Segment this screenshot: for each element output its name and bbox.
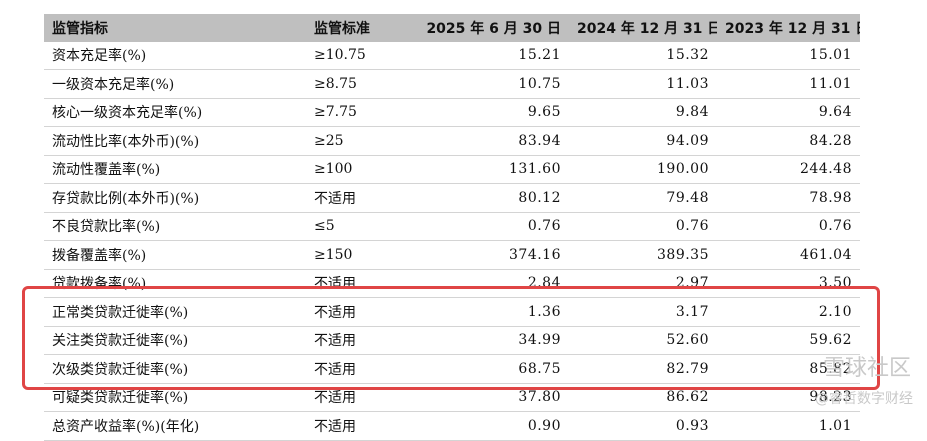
standard-cell: 不适用: [314, 333, 356, 350]
value-2024-12-31: 3.17: [675, 303, 709, 320]
standard-cell: ≥100: [314, 161, 353, 178]
value-2025-06-30: 0.76: [527, 218, 561, 235]
table-row: 流动性比率(本外币)(%) ≥25 83.94 94.09 84.28: [44, 127, 860, 155]
table-row: 流动性覆盖率(%) ≥100 131.60 190.00 244.48: [44, 155, 860, 184]
standard-cell: 不适用: [314, 418, 356, 435]
value-2025-06-30: 83.94: [518, 132, 561, 149]
table-header-row: 监管指标 监管标准 2025 年 6 月 30 日 2024 年 12 月 31…: [44, 14, 860, 42]
standard-cell: ≤5: [314, 218, 335, 235]
value-2023-12-31: 461.04: [800, 246, 852, 263]
header-2023-12-31: 2023 年 12 月 31 日: [725, 20, 860, 37]
table-row: 一级资本充足率(%) ≥8.75 10.75 11.03 11.01: [44, 70, 860, 98]
table-row: 总资产收益率(%)(年化) 不适用 0.90 0.93 1.01: [44, 412, 860, 440]
value-2025-06-30: 9.65: [527, 104, 561, 121]
indicator-cell: 流动性比率(本外币)(%): [52, 133, 200, 150]
value-2024-12-31: 82.79: [666, 360, 709, 377]
standard-cell: 不适用: [314, 361, 356, 378]
header-2024-12-31: 2024 年 12 月 31 日: [577, 20, 717, 37]
value-2023-12-31: 2.10: [818, 303, 852, 320]
table-row: 关注类贷款迁徙率(%) 不适用 34.99 52.60 59.62: [44, 326, 860, 355]
value-2025-06-30: 374.16: [509, 246, 561, 263]
indicator-cell: 存贷款比例(本外币)(%): [52, 190, 200, 207]
value-2023-12-31: 11.01: [809, 75, 852, 92]
table-row: 次级类贷款迁徙率(%) 不适用 68.75 82.79 85.82: [44, 355, 860, 383]
value-2024-12-31: 9.84: [675, 104, 709, 121]
indicator-cell: 次级类贷款迁徙率(%): [52, 361, 189, 378]
value-2025-06-30: 80.12: [518, 189, 561, 206]
indicator-cell: 正常类贷款迁徙率(%): [52, 304, 189, 321]
value-2023-12-31: 9.64: [818, 104, 852, 121]
indicator-cell: 一级资本充足率(%): [52, 76, 175, 93]
value-2024-12-31: 389.35: [657, 246, 709, 263]
value-2025-06-30: 34.99: [518, 332, 561, 349]
header-2025-06-30: 2025 年 6 月 30 日: [426, 20, 561, 37]
value-2024-12-31: 11.03: [666, 75, 709, 92]
value-2024-12-31: 52.60: [666, 332, 709, 349]
value-2023-12-31: 84.28: [809, 132, 852, 149]
value-2024-12-31: 0.76: [675, 218, 709, 235]
value-2023-12-31: 85.82: [809, 360, 852, 377]
table-row: 核心一级资本充足率(%) ≥7.75 9.65 9.84 9.64: [44, 98, 860, 127]
indicator-cell: 总资产收益率(%)(年化): [52, 418, 200, 435]
standard-cell: ≥8.75: [314, 75, 357, 92]
value-2024-12-31: 94.09: [666, 132, 709, 149]
value-2023-12-31: 98.23: [809, 389, 852, 406]
indicator-cell: 核心一级资本充足率(%): [52, 105, 203, 122]
standard-cell: 不适用: [314, 304, 356, 321]
watermark-site: 雪球社区: [822, 356, 911, 381]
value-2023-12-31: 0.76: [818, 218, 852, 235]
indicator-cell: 不良贷款比率(%): [52, 219, 161, 236]
value-2023-12-31: 59.62: [809, 332, 852, 349]
table-row: 拨备覆盖率(%) ≥150 374.16 389.35 461.04: [44, 241, 860, 269]
indicator-cell: 关注类贷款迁徙率(%): [52, 333, 189, 350]
value-2025-06-30: 15.21: [518, 47, 561, 64]
standard-cell: ≥10.75: [314, 47, 366, 64]
table-row: 正常类贷款迁徙率(%) 不适用 1.36 3.17 2.10: [44, 298, 860, 326]
table-row: 不良贷款比率(%) ≤5 0.76 0.76 0.76: [44, 212, 860, 241]
indicator-cell: 拨备覆盖率(%): [52, 247, 147, 264]
value-2025-06-30: 1.36: [527, 303, 561, 320]
table-row: 存贷款比例(本外币)(%) 不适用 80.12 79.48 78.98: [44, 184, 860, 212]
value-2025-06-30: 10.75: [518, 75, 561, 92]
value-2024-12-31: 0.93: [675, 417, 709, 434]
value-2024-12-31: 86.62: [666, 389, 709, 406]
value-2025-06-30: 0.90: [527, 417, 561, 434]
value-2024-12-31: 79.48: [666, 189, 709, 206]
standard-cell: 不适用: [314, 390, 356, 407]
standard-cell: ≥7.75: [314, 104, 357, 121]
value-2025-06-30: 68.75: [518, 360, 561, 377]
watermark-author: @睿哲数字财经: [815, 391, 913, 407]
standard-cell: ≥25: [314, 132, 344, 149]
header-standard: 监管标准: [314, 20, 370, 37]
value-2023-12-31: 1.01: [818, 417, 852, 434]
value-2025-06-30: 37.80: [518, 389, 561, 406]
standard-cell: 不适用: [314, 190, 356, 207]
value-2023-12-31: 244.48: [800, 161, 852, 178]
regulatory-indicators-table: 监管指标 监管标准 2025 年 6 月 30 日 2024 年 12 月 31…: [44, 14, 860, 441]
indicator-cell: 可疑类贷款迁徙率(%): [52, 390, 189, 407]
table-row: 资本充足率(%) ≥10.75 15.21 15.32 15.01: [44, 42, 860, 70]
standard-cell: ≥150: [314, 246, 353, 263]
indicator-cell: 流动性覆盖率(%): [52, 162, 161, 179]
highlight-box: [22, 286, 880, 390]
table-row: 可疑类贷款迁徙率(%) 不适用 37.80 86.62 98.23: [44, 383, 860, 412]
value-2023-12-31: 15.01: [809, 47, 852, 64]
value-2024-12-31: 190.00: [657, 161, 709, 178]
indicator-cell: 资本充足率(%): [52, 48, 147, 65]
value-2023-12-31: 78.98: [809, 189, 852, 206]
header-indicator: 监管指标: [52, 20, 108, 37]
value-2024-12-31: 15.32: [666, 47, 709, 64]
value-2025-06-30: 131.60: [509, 161, 561, 178]
